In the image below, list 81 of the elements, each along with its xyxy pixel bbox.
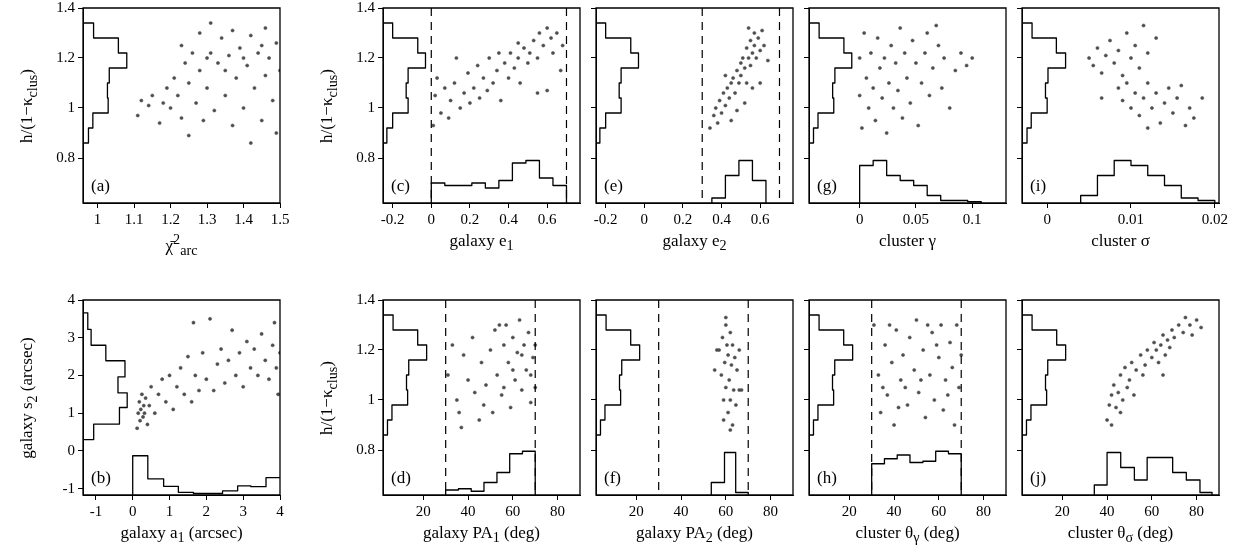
y-tick-label: 1.4 bbox=[56, 0, 76, 15]
x-tick-label: 1.5 bbox=[270, 210, 290, 227]
x-tick-label: 0.05 bbox=[902, 210, 930, 227]
x-tick-label: 0 bbox=[427, 210, 436, 227]
x-tick-label: 1.2 bbox=[161, 210, 180, 227]
x-tick-label: -0.2 bbox=[380, 210, 405, 227]
y-tick-label: 0.8 bbox=[356, 440, 375, 457]
y-tick-label: 1 bbox=[67, 98, 75, 115]
x-tick-label: 4 bbox=[276, 502, 285, 519]
x-tick-label: 1.3 bbox=[197, 210, 217, 227]
x-axis-title: galaxy a$_{1}$ (arcsec) bbox=[119, 523, 244, 547]
x-tick-label: 0.2 bbox=[460, 210, 480, 227]
x-tick-label: 80 bbox=[550, 502, 566, 519]
x-axis-title: cluster σ bbox=[1090, 231, 1151, 251]
y-tick-label: 0.8 bbox=[56, 148, 75, 165]
x-tick-label: 20 bbox=[841, 502, 857, 519]
x-axis-title: cluster θ$_{σ}$ (deg) bbox=[1066, 523, 1175, 547]
x-axis-title: cluster θ$_{γ}$ (deg) bbox=[854, 523, 961, 547]
x-tick-label: 0 bbox=[128, 502, 137, 519]
y-tick-label: 1.4 bbox=[356, 0, 376, 15]
annotation: (d) bbox=[391, 468, 411, 487]
x-tick-label: 0.02 bbox=[1201, 210, 1228, 227]
x-tick-label: -0.2 bbox=[593, 210, 618, 227]
x-tick-label: 40 bbox=[886, 502, 902, 519]
y-tick-label: -1 bbox=[62, 479, 75, 496]
x-tick-label: 40 bbox=[673, 502, 689, 519]
x-tick-label: 0 bbox=[1043, 210, 1051, 227]
annotation: (c) bbox=[391, 176, 410, 195]
x-tick-label: 60 bbox=[1144, 502, 1160, 519]
y-tick-label: 4 bbox=[67, 290, 76, 307]
y-tick-label: 1.2 bbox=[356, 48, 375, 65]
x-tick-label: 60 bbox=[931, 502, 947, 519]
x-axis-title: galaxy PA$_{2}$ (deg) bbox=[635, 523, 754, 547]
x-tick-label: 1.4 bbox=[234, 210, 254, 227]
x-tick-label: 1 bbox=[165, 502, 174, 519]
x-axis-title: galaxy e$_{1}$ bbox=[448, 231, 515, 255]
x-tick-label: 1.1 bbox=[124, 210, 144, 227]
y-tick-label: 0 bbox=[67, 441, 75, 458]
x-tick-label: 80 bbox=[976, 502, 992, 519]
x-tick-label: 2 bbox=[202, 502, 211, 519]
x-tick-label: 20 bbox=[628, 502, 644, 519]
x-tick-label: 0.4 bbox=[712, 210, 732, 227]
annotation: (a) bbox=[91, 176, 110, 195]
x-tick-label: 3 bbox=[239, 502, 247, 519]
x-tick-label: 1 bbox=[93, 210, 102, 227]
x-tick-label: 60 bbox=[718, 502, 734, 519]
x-axis-title: galaxy PA$_{1}$ (deg) bbox=[422, 523, 541, 547]
x-tick-label: 0.4 bbox=[499, 210, 519, 227]
x-tick-label: 60 bbox=[505, 502, 521, 519]
y-tick-label: 1 bbox=[367, 98, 375, 115]
y-tick-label: 2 bbox=[67, 366, 75, 383]
x-tick-label: -1 bbox=[89, 502, 103, 519]
x-axis-title: cluster γ bbox=[877, 231, 938, 251]
y-tick-label: 0.8 bbox=[356, 148, 375, 165]
x-tick-label: 0.6 bbox=[750, 210, 771, 227]
y-tick-label: 1 bbox=[67, 404, 75, 421]
annotation: (h) bbox=[817, 468, 837, 487]
x-tick-label: 40 bbox=[1099, 502, 1115, 519]
annotation: (g) bbox=[817, 176, 837, 195]
x-axis-title: galaxy e$_{2}$ bbox=[661, 231, 728, 255]
annotation: (j) bbox=[1030, 468, 1047, 487]
x-tick-label: 0.01 bbox=[1117, 210, 1145, 227]
x-tick-label: 0 bbox=[855, 210, 864, 227]
y-tick-label: 1.2 bbox=[356, 340, 375, 357]
x-tick-label: 40 bbox=[460, 502, 476, 519]
annotation: (e) bbox=[604, 176, 623, 195]
x-tick-label: 80 bbox=[1189, 502, 1205, 519]
annotation: (b) bbox=[91, 468, 111, 487]
annotation: (i) bbox=[1030, 176, 1047, 195]
y-tick-label: 1.2 bbox=[56, 48, 75, 65]
y-tick-label: 3 bbox=[67, 328, 75, 345]
x-tick-label: 0 bbox=[640, 210, 649, 227]
x-tick-label: 20 bbox=[1054, 502, 1070, 519]
x-tick-label: 80 bbox=[763, 502, 779, 519]
x-tick-label: 0.1 bbox=[962, 210, 982, 227]
x-tick-label: 0.6 bbox=[537, 210, 558, 227]
x-tick-label: 20 bbox=[415, 502, 431, 519]
y-tick-label: 1.4 bbox=[356, 290, 376, 307]
annotation: (f) bbox=[604, 468, 621, 487]
x-tick-label: 0.2 bbox=[673, 210, 693, 227]
y-tick-label: 1 bbox=[367, 390, 375, 407]
